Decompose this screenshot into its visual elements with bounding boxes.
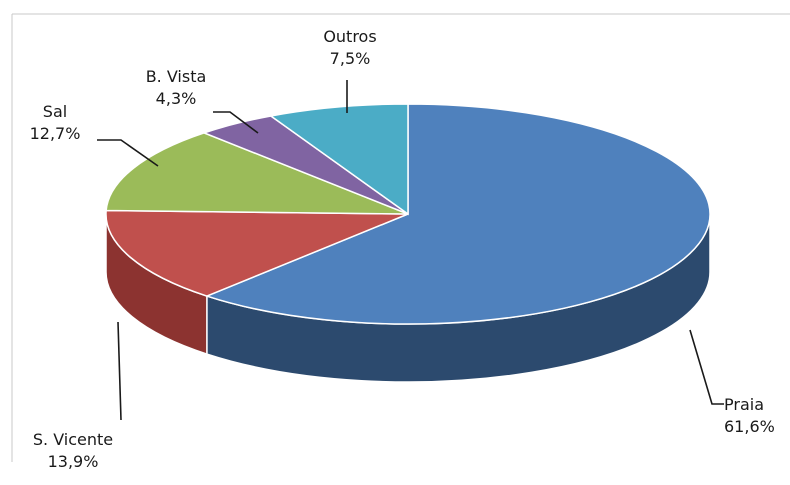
slice-label-praia: Praia: [724, 395, 764, 414]
slice-value-sal: 12,7%: [30, 124, 81, 143]
slice-value-praia: 61,6%: [724, 417, 775, 436]
leader-line-s-vicente: [117, 321, 122, 421]
slice-value-b-vista: 4,3%: [156, 89, 197, 108]
slice-label-b-vista: B. Vista: [146, 67, 207, 86]
leader-line-b-vista: [213, 111, 259, 134]
leader-lines: [97, 80, 724, 421]
slice-value-s-vicente: 13,9%: [48, 452, 99, 471]
slice-praia: [204, 103, 711, 325]
pie-tops: [105, 103, 711, 325]
slice-label-outros: Outros: [323, 27, 376, 46]
slice-outros: [269, 103, 409, 216]
slice-labels: Praia 61,6% S. Vicente 13,9% Sal 12,7% B. Vist…: [30, 27, 775, 471]
slice-label-sal: Sal: [43, 102, 67, 121]
leader-line-sal: [97, 139, 159, 167]
slice-s-vicente: [105, 209, 409, 297]
slice-sal: [105, 132, 409, 215]
slice-value-outros: 7,5%: [330, 49, 371, 68]
leader-line-praia: [689, 329, 724, 405]
slice-label-s-vicente: S. Vicente: [33, 430, 113, 449]
